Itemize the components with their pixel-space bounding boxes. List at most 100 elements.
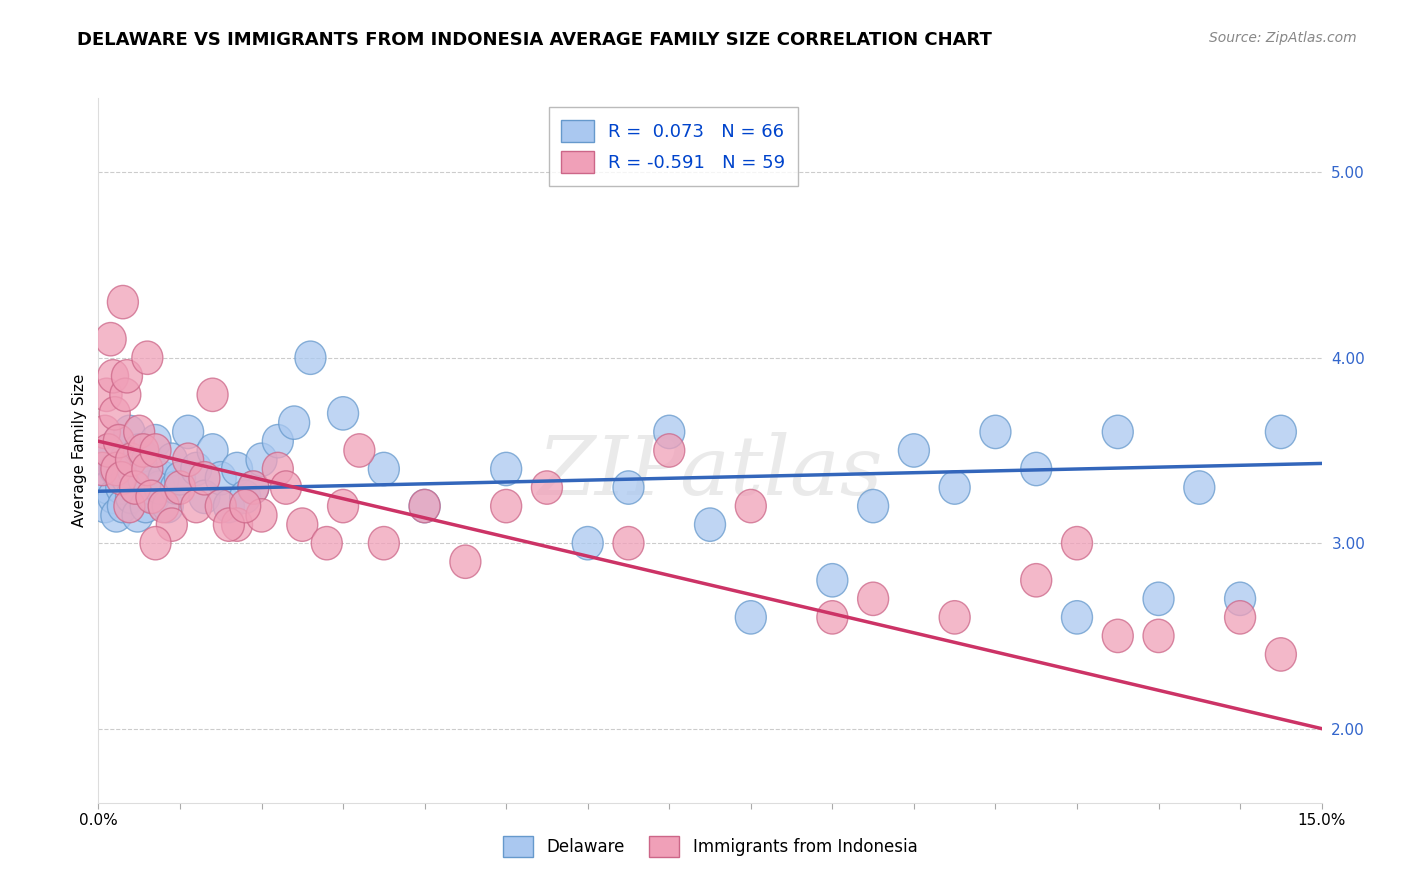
Ellipse shape [128, 434, 159, 467]
Ellipse shape [141, 425, 172, 458]
Ellipse shape [160, 471, 191, 504]
Ellipse shape [263, 452, 294, 485]
Legend: Delaware, Immigrants from Indonesia: Delaware, Immigrants from Indonesia [495, 828, 925, 865]
Ellipse shape [136, 452, 167, 485]
Ellipse shape [131, 490, 162, 523]
Ellipse shape [1062, 600, 1092, 634]
Ellipse shape [87, 452, 118, 485]
Ellipse shape [132, 341, 163, 375]
Ellipse shape [572, 526, 603, 560]
Ellipse shape [328, 397, 359, 430]
Ellipse shape [898, 434, 929, 467]
Ellipse shape [295, 341, 326, 375]
Ellipse shape [531, 471, 562, 504]
Ellipse shape [107, 285, 138, 318]
Ellipse shape [980, 416, 1011, 449]
Ellipse shape [188, 480, 219, 514]
Ellipse shape [817, 564, 848, 597]
Ellipse shape [205, 461, 236, 495]
Ellipse shape [173, 416, 204, 449]
Ellipse shape [165, 471, 195, 504]
Ellipse shape [450, 545, 481, 578]
Ellipse shape [939, 471, 970, 504]
Ellipse shape [311, 526, 342, 560]
Ellipse shape [1102, 416, 1133, 449]
Ellipse shape [122, 499, 153, 532]
Ellipse shape [1225, 600, 1256, 634]
Ellipse shape [344, 434, 375, 467]
Ellipse shape [128, 461, 159, 495]
Ellipse shape [1143, 582, 1174, 615]
Ellipse shape [263, 425, 294, 458]
Ellipse shape [1021, 452, 1052, 485]
Ellipse shape [117, 452, 148, 485]
Ellipse shape [100, 452, 131, 485]
Ellipse shape [238, 471, 269, 504]
Ellipse shape [93, 471, 124, 504]
Ellipse shape [96, 323, 127, 356]
Ellipse shape [124, 416, 155, 449]
Ellipse shape [817, 600, 848, 634]
Ellipse shape [91, 443, 122, 476]
Ellipse shape [115, 443, 146, 476]
Ellipse shape [100, 397, 131, 430]
Ellipse shape [111, 461, 142, 495]
Ellipse shape [197, 434, 228, 467]
Ellipse shape [156, 443, 187, 476]
Ellipse shape [1102, 619, 1133, 653]
Ellipse shape [148, 461, 179, 495]
Text: DELAWARE VS IMMIGRANTS FROM INDONESIA AVERAGE FAMILY SIZE CORRELATION CHART: DELAWARE VS IMMIGRANTS FROM INDONESIA AV… [77, 31, 993, 49]
Ellipse shape [97, 359, 128, 393]
Ellipse shape [409, 490, 440, 523]
Ellipse shape [87, 461, 118, 495]
Ellipse shape [1265, 638, 1296, 671]
Ellipse shape [138, 480, 169, 514]
Ellipse shape [156, 508, 187, 541]
Ellipse shape [165, 461, 195, 495]
Ellipse shape [197, 378, 228, 411]
Ellipse shape [105, 471, 136, 504]
Text: Source: ZipAtlas.com: Source: ZipAtlas.com [1209, 31, 1357, 45]
Ellipse shape [91, 378, 122, 411]
Ellipse shape [214, 490, 245, 523]
Ellipse shape [188, 461, 219, 495]
Ellipse shape [491, 490, 522, 523]
Ellipse shape [270, 471, 301, 504]
Ellipse shape [229, 480, 260, 514]
Ellipse shape [103, 425, 135, 458]
Ellipse shape [278, 406, 309, 440]
Ellipse shape [368, 452, 399, 485]
Ellipse shape [1184, 471, 1215, 504]
Ellipse shape [143, 471, 176, 504]
Ellipse shape [735, 490, 766, 523]
Ellipse shape [90, 490, 121, 523]
Ellipse shape [858, 582, 889, 615]
Ellipse shape [141, 526, 172, 560]
Ellipse shape [105, 461, 136, 495]
Text: ZIPat​las: ZIPat​las [537, 432, 883, 512]
Ellipse shape [132, 443, 163, 476]
Ellipse shape [132, 452, 163, 485]
Ellipse shape [368, 526, 399, 560]
Ellipse shape [103, 425, 135, 458]
Ellipse shape [114, 416, 145, 449]
Ellipse shape [409, 490, 440, 523]
Ellipse shape [1143, 619, 1174, 653]
Ellipse shape [107, 490, 138, 523]
Ellipse shape [114, 490, 145, 523]
Ellipse shape [613, 471, 644, 504]
Ellipse shape [90, 416, 121, 449]
Ellipse shape [695, 508, 725, 541]
Ellipse shape [120, 471, 150, 504]
Ellipse shape [141, 434, 172, 467]
Ellipse shape [229, 490, 260, 523]
Ellipse shape [110, 443, 141, 476]
Ellipse shape [654, 416, 685, 449]
Ellipse shape [181, 452, 212, 485]
Ellipse shape [181, 490, 212, 523]
Ellipse shape [858, 490, 889, 523]
Ellipse shape [111, 359, 142, 393]
Ellipse shape [173, 443, 204, 476]
Ellipse shape [110, 378, 141, 411]
Ellipse shape [238, 471, 269, 504]
